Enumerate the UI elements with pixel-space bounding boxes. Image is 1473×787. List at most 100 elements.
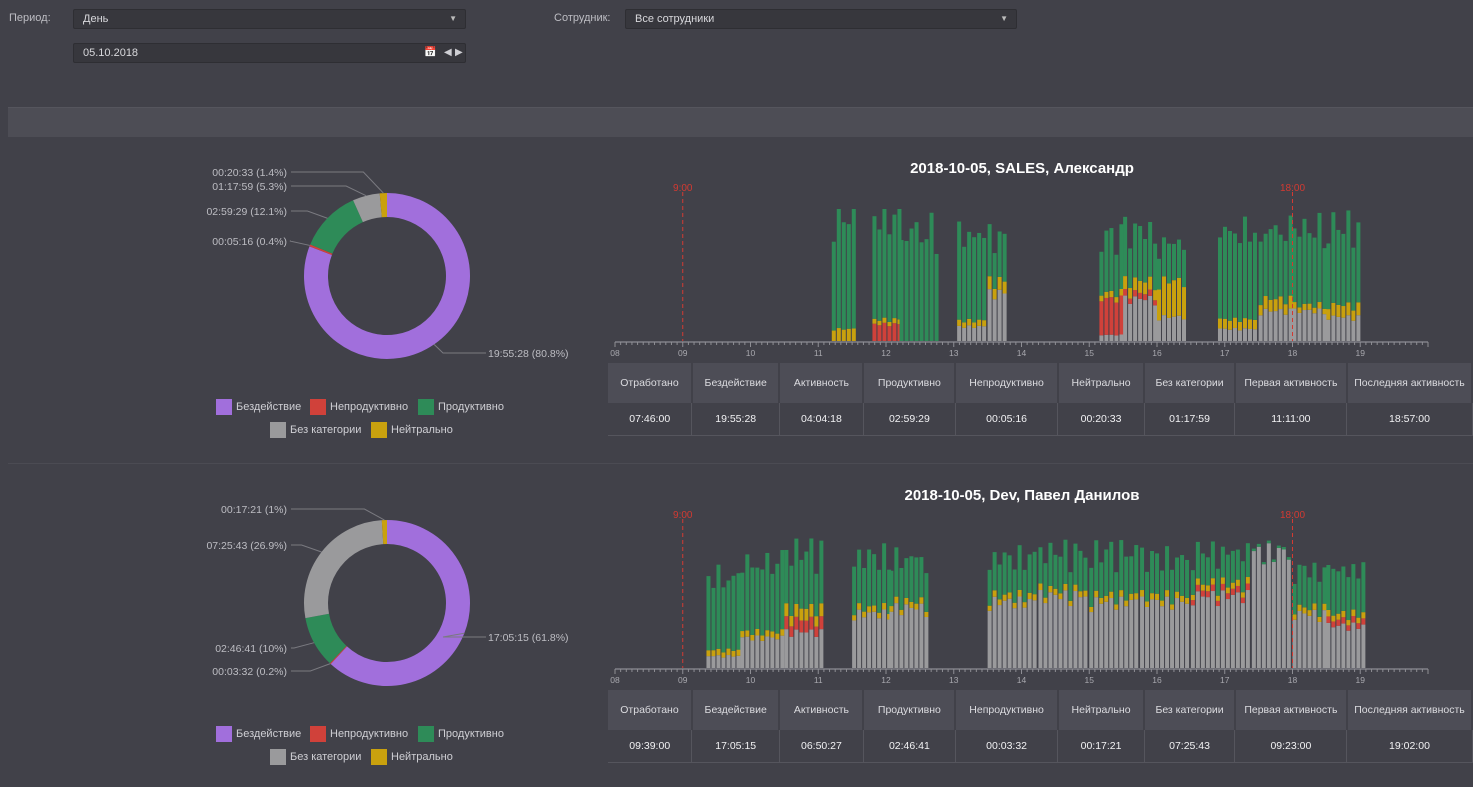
timeline-bar-uncat[interactable] <box>1138 298 1143 341</box>
timeline-bar-neutral[interactable] <box>1153 290 1158 301</box>
timeline-bar-neutral[interactable] <box>1002 594 1007 601</box>
timeline-bar-productive[interactable] <box>1322 248 1327 309</box>
timeline-bar-neutral[interactable] <box>882 603 887 610</box>
timeline-bar-uncat[interactable] <box>780 635 785 668</box>
timeline-bar-productive[interactable] <box>784 549 789 604</box>
timeline-bar-productive[interactable] <box>1297 564 1302 605</box>
timeline-bar-uncat[interactable] <box>716 655 721 668</box>
timeline-bar-uncat[interactable] <box>1145 606 1150 668</box>
timeline-bar-uncat[interactable] <box>1247 328 1252 341</box>
timeline-bar-productive[interactable] <box>882 543 887 604</box>
timeline-bar-productive[interactable] <box>794 538 799 604</box>
timeline-bar-productive[interactable] <box>889 570 894 607</box>
timeline-bar-uncat[interactable] <box>1162 315 1166 341</box>
timeline-bar-uncat[interactable] <box>904 604 909 668</box>
timeline-bar-productive[interactable] <box>1258 241 1263 306</box>
timeline-bar-uncat[interactable] <box>1266 543 1271 668</box>
timeline-bar-productive[interactable] <box>1278 234 1283 297</box>
timeline-bar-uncat[interactable] <box>1307 309 1312 341</box>
timeline-bar-neutral[interactable] <box>892 318 897 324</box>
legend-item-uncategorized[interactable]: Без категории <box>270 422 361 438</box>
timeline-bar-uncat[interactable] <box>1235 592 1240 668</box>
timeline-bar-neutral[interactable] <box>894 596 899 604</box>
timeline-bar-productive[interactable] <box>1032 551 1037 595</box>
timeline-bar-neutral[interactable] <box>1058 593 1063 600</box>
timeline-bar-uncat[interactable] <box>726 655 731 668</box>
timeline-bar-unprod[interactable] <box>1099 301 1104 336</box>
timeline-bar-uncat[interactable] <box>909 607 914 668</box>
timeline-bar-neutral[interactable] <box>814 616 819 627</box>
timeline-bar-neutral[interactable] <box>1165 590 1170 597</box>
timeline-bar-neutral[interactable] <box>1109 290 1114 298</box>
timeline-bar-unprod[interactable] <box>1351 616 1356 623</box>
timeline-bar-neutral[interactable] <box>1247 319 1252 329</box>
timeline-bar-productive[interactable] <box>1017 545 1022 591</box>
timeline-bar-neutral[interactable] <box>924 611 929 618</box>
timeline-bar-unprod[interactable] <box>882 322 887 341</box>
timeline-bar-uncat[interactable] <box>1258 315 1263 341</box>
timeline-bar-neutral[interactable] <box>731 650 736 657</box>
legend-item-unproductive[interactable]: Непродуктивно <box>310 726 408 742</box>
timeline-bar-productive[interactable] <box>799 559 804 609</box>
timeline-bar-unprod[interactable] <box>1215 600 1220 607</box>
timeline-bar-productive[interactable] <box>1356 222 1361 303</box>
timeline-bar-uncat[interactable] <box>1261 564 1266 668</box>
timeline-bar-productive[interactable] <box>1252 232 1257 320</box>
timeline-bar-uncat[interactable] <box>1281 549 1286 668</box>
timeline-bar-productive[interactable] <box>1351 564 1356 610</box>
timeline-bar-neutral[interactable] <box>1123 276 1128 290</box>
timeline-bar-uncat[interactable] <box>1292 619 1297 668</box>
timeline-bar-uncat[interactable] <box>957 325 962 341</box>
timeline-bar-uncat[interactable] <box>877 618 882 668</box>
timeline-bar-neutral[interactable] <box>1302 303 1307 311</box>
timeline-bar-neutral[interactable] <box>889 606 894 612</box>
timeline-bar-neutral[interactable] <box>862 611 867 618</box>
timeline-bar-neutral[interactable] <box>716 648 721 656</box>
timeline-bar-productive[interactable] <box>721 587 726 653</box>
timeline-bar-unprod[interactable] <box>1336 619 1341 626</box>
timeline-bar-neutral[interactable] <box>1278 296 1283 310</box>
timeline-bar-neutral[interactable] <box>760 635 765 641</box>
timeline-bar-uncat[interactable] <box>1109 598 1114 668</box>
timeline-bar-unprod[interactable] <box>1190 600 1195 606</box>
timeline-bar-productive[interactable] <box>1148 222 1153 277</box>
timeline-bar-neutral[interactable] <box>909 601 914 608</box>
timeline-bar-uncat[interactable] <box>1292 308 1297 341</box>
timeline-bar-neutral[interactable] <box>1104 291 1109 298</box>
timeline-bar-neutral[interactable] <box>1160 600 1165 607</box>
timeline-bar-uncat[interactable] <box>1242 328 1247 341</box>
timeline-bar-productive[interactable] <box>1002 552 1007 595</box>
timeline-bar-productive[interactable] <box>867 549 872 607</box>
timeline-bar-neutral[interactable] <box>1331 302 1336 316</box>
timeline-bar-productive[interactable] <box>887 234 892 322</box>
timeline-bar-productive[interactable] <box>755 567 760 630</box>
timeline-bar-uncat[interactable] <box>1312 609 1317 668</box>
timeline-bar-uncat[interactable] <box>770 637 775 668</box>
timeline-bar-unprod[interactable] <box>1346 625 1351 631</box>
timeline-bar-uncat[interactable] <box>1073 591 1078 668</box>
timeline-bar-productive[interactable] <box>1346 577 1351 621</box>
timeline-bar-uncat[interactable] <box>789 636 794 668</box>
timeline-bar-uncat[interactable] <box>1155 599 1160 668</box>
timeline-bar-neutral[interactable] <box>1170 604 1175 610</box>
timeline-bar-uncat[interactable] <box>977 325 982 341</box>
timeline-bar-neutral[interactable] <box>1297 604 1302 611</box>
timeline-bar-productive[interactable] <box>1235 549 1240 580</box>
timeline-bar-productive[interactable] <box>1271 559 1276 562</box>
timeline-bar-uncat[interactable] <box>1114 335 1119 341</box>
timeline-bar-productive[interactable] <box>992 552 997 591</box>
timeline-bar-neutral[interactable] <box>1312 307 1317 314</box>
timeline-bar-neutral[interactable] <box>1145 601 1150 607</box>
timeline-bar-productive[interactable] <box>914 557 919 604</box>
timeline-bar-uncat[interactable] <box>1157 320 1161 341</box>
timeline-bar-uncat[interactable] <box>862 617 867 668</box>
timeline-bar-neutral[interactable] <box>897 319 902 325</box>
timeline-bar-uncat[interactable] <box>1148 295 1153 341</box>
timeline-bar-productive[interactable] <box>1190 570 1195 595</box>
timeline-bar-productive[interactable] <box>736 573 741 650</box>
timeline-bar-productive[interactable] <box>1123 216 1128 277</box>
timeline-bar-neutral[interactable] <box>1288 295 1293 309</box>
timeline-bar-productive[interactable] <box>992 253 997 289</box>
timeline-bar-uncat[interactable] <box>1143 300 1148 341</box>
timeline-bar-productive[interactable] <box>929 212 934 341</box>
